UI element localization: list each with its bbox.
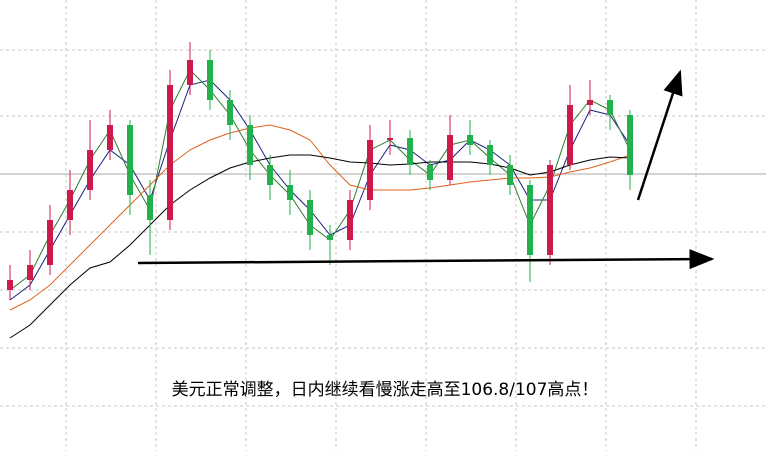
candle-body bbox=[187, 60, 193, 85]
candle-body bbox=[587, 100, 593, 105]
candle-body bbox=[127, 125, 133, 195]
candle-body bbox=[7, 280, 13, 290]
candle-body bbox=[447, 135, 453, 180]
moving-average bbox=[9, 124, 631, 311]
candle-body bbox=[27, 265, 33, 280]
candle-body bbox=[467, 135, 473, 145]
candle-body bbox=[567, 105, 573, 165]
candle-body bbox=[487, 145, 493, 165]
candle-body bbox=[607, 100, 613, 115]
candle-body bbox=[147, 195, 153, 220]
moving-average bbox=[9, 79, 631, 301]
candle-body bbox=[527, 185, 533, 255]
candle-body bbox=[307, 200, 313, 235]
candle-body bbox=[267, 165, 273, 185]
candle-body bbox=[387, 138, 393, 140]
candle-body bbox=[167, 85, 173, 220]
caption: 美元正常调整，日内继续看慢涨走高至106.8/107高点！ bbox=[172, 379, 599, 400]
candle-body bbox=[87, 150, 93, 190]
candle-body bbox=[547, 165, 553, 255]
candle-body bbox=[47, 220, 53, 265]
candle-body bbox=[107, 125, 113, 150]
candle-body bbox=[367, 140, 373, 200]
candle-body bbox=[507, 165, 513, 185]
candle-body bbox=[247, 125, 253, 165]
annotations bbox=[137, 69, 715, 270]
plot bbox=[7, 42, 633, 339]
moving-average bbox=[9, 69, 631, 291]
candle-body bbox=[287, 185, 293, 200]
candle-body bbox=[207, 60, 213, 100]
candle-body bbox=[327, 235, 333, 240]
support-arrow bbox=[137, 249, 715, 270]
candle-body bbox=[627, 115, 633, 175]
up-arrow bbox=[636, 69, 683, 201]
candle-body bbox=[227, 100, 233, 125]
candle-body bbox=[67, 190, 73, 220]
candle-body bbox=[347, 200, 353, 240]
candle-body bbox=[407, 138, 413, 165]
moving-average bbox=[9, 154, 631, 339]
candle-body bbox=[427, 165, 433, 180]
